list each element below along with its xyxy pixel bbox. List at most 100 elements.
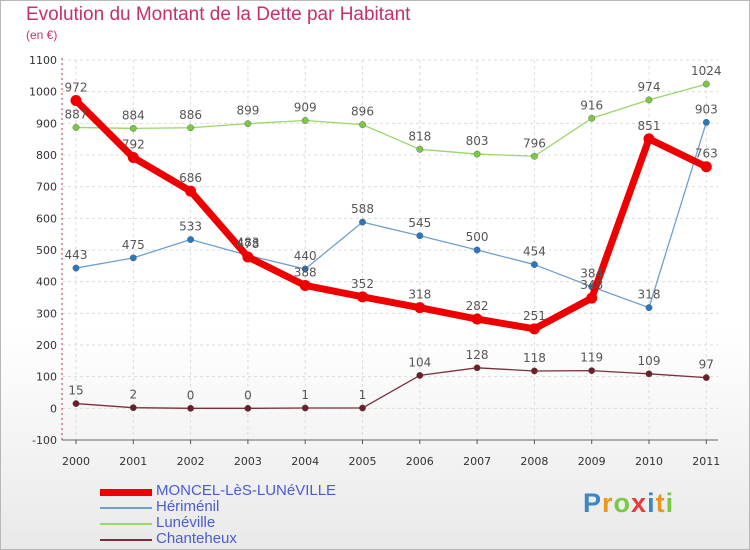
- data-label: 903: [695, 102, 718, 116]
- data-label: 1: [301, 388, 309, 402]
- data-label: 796: [523, 136, 546, 150]
- legend-item-moncel[interactable]: MONCEL-LèS-LUNéVILLE: [100, 482, 400, 500]
- data-point: [359, 404, 366, 412]
- data-label: 884: [122, 108, 145, 122]
- data-point: [645, 370, 653, 378]
- legend-swatch: [100, 507, 152, 509]
- x-tick-label: 2004: [291, 455, 319, 468]
- series-line: [75, 83, 707, 157]
- data-label: 533: [179, 220, 202, 234]
- data-point: [187, 124, 195, 132]
- data-label: 972: [65, 81, 88, 95]
- data-label: 119: [580, 351, 603, 365]
- data-point: [588, 114, 596, 122]
- legend: MONCEL-LèS-LUNéVILLE Hériménil Lunéville…: [100, 482, 400, 548]
- data-point: [416, 371, 424, 379]
- data-label: 803: [466, 134, 489, 148]
- data-point: [702, 80, 710, 88]
- y-tick-label: -100: [32, 434, 57, 447]
- data-point: [643, 133, 655, 145]
- data-point: [702, 374, 710, 382]
- data-label: 818: [408, 129, 431, 143]
- data-point: [185, 185, 197, 197]
- series-line: [75, 121, 707, 309]
- x-tick-label: 2005: [349, 455, 377, 468]
- data-point: [299, 279, 311, 291]
- legend-item-herimenil[interactable]: Hériménil: [100, 498, 400, 516]
- data-point: [187, 236, 195, 243]
- data-label: 916: [580, 98, 603, 112]
- data-label: 887: [65, 107, 88, 121]
- y-tick-label: 100: [36, 371, 57, 384]
- data-point: [72, 400, 80, 407]
- y-tick-label: 700: [36, 181, 57, 194]
- legend-swatch: [100, 539, 152, 541]
- proxiti-logo: Proxiti: [583, 488, 674, 519]
- legend-label: Chanteheux: [156, 530, 237, 547]
- data-point: [531, 367, 538, 375]
- legend-label: Lunéville: [156, 514, 216, 531]
- data-label: 545: [408, 216, 431, 230]
- data-point: [72, 264, 80, 272]
- y-tick-label: 0: [50, 402, 57, 415]
- legend-swatch: [100, 523, 152, 525]
- x-tick-label: 2009: [578, 455, 606, 468]
- data-point: [72, 124, 80, 131]
- data-point: [359, 218, 366, 226]
- chart-subtitle: (en €): [26, 28, 58, 42]
- data-label: 352: [351, 277, 374, 291]
- data-label: 1024: [691, 64, 722, 78]
- data-label: 851: [638, 119, 661, 133]
- y-tick-label: 800: [36, 149, 57, 162]
- data-point: [531, 261, 538, 268]
- data-label: 128: [466, 348, 489, 362]
- data-label: 282: [466, 299, 489, 313]
- legend-label: Hériménil: [156, 498, 220, 515]
- data-label: 478: [236, 237, 259, 251]
- y-tick-label: 500: [36, 244, 57, 257]
- data-point: [645, 304, 653, 312]
- data-label: 109: [638, 354, 661, 368]
- data-label: 909: [294, 100, 317, 114]
- y-tick-label: 1000: [29, 86, 57, 99]
- data-point: [588, 367, 596, 375]
- x-tick-label: 2003: [234, 455, 262, 468]
- data-label: 500: [466, 230, 489, 244]
- data-point: [301, 117, 309, 124]
- data-label: 251: [523, 309, 546, 323]
- y-tick-label: 200: [36, 339, 57, 352]
- x-tick-label: 2011: [692, 455, 720, 468]
- data-point: [586, 292, 598, 304]
- data-point: [414, 302, 426, 314]
- data-point: [473, 246, 481, 254]
- data-label: 2: [129, 388, 137, 402]
- legend-item-luneville[interactable]: Lunéville: [100, 514, 400, 532]
- data-point: [129, 404, 137, 412]
- data-point: [471, 313, 483, 325]
- data-point: [473, 364, 481, 372]
- x-tick-label: 2008: [520, 455, 548, 468]
- data-label: 483: [236, 235, 259, 249]
- data-label: 118: [523, 351, 546, 365]
- legend-swatch: [100, 488, 152, 496]
- data-label: 896: [351, 105, 374, 119]
- data-label: 388: [294, 265, 317, 279]
- data-point: [244, 404, 252, 412]
- x-tick-label: 2007: [463, 455, 491, 468]
- data-point: [301, 265, 309, 273]
- legend-label: MONCEL-LèS-LUNéVILLE: [156, 482, 337, 499]
- data-label: 348: [580, 278, 603, 292]
- data-point: [645, 96, 653, 104]
- y-tick-label: 300: [36, 307, 57, 320]
- data-label: 1: [359, 388, 367, 402]
- data-label: 443: [65, 248, 88, 262]
- data-point: [129, 254, 137, 262]
- data-label: 686: [179, 171, 202, 185]
- legend-item-chanteheux[interactable]: Chanteheux: [100, 530, 400, 548]
- data-point: [70, 95, 82, 107]
- data-point: [187, 404, 195, 412]
- y-tick-label: 900: [36, 117, 57, 130]
- data-label: 475: [122, 238, 145, 252]
- data-point: [244, 120, 252, 128]
